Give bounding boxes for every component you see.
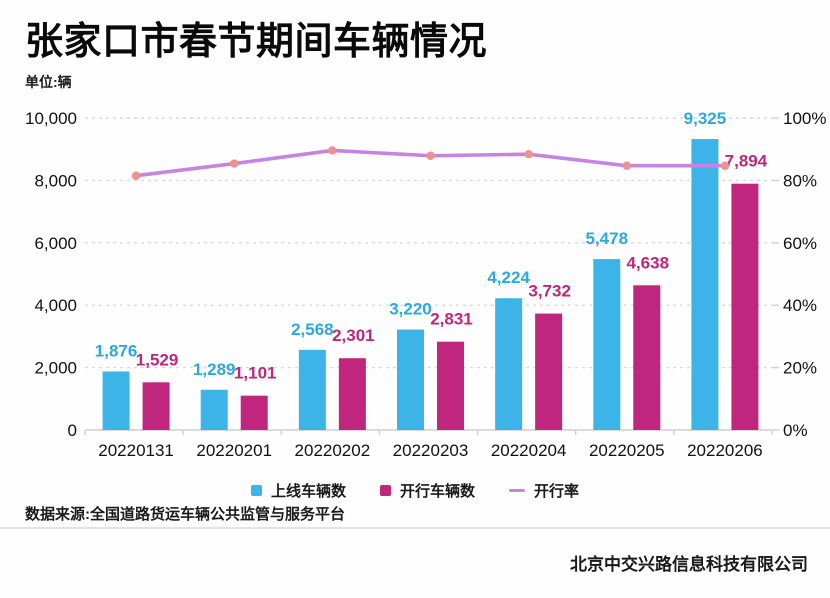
bar-value-label-online: 3,220 xyxy=(389,300,432,319)
legend-item-online-vehicles[interactable]: 上线车辆数 xyxy=(250,480,346,501)
x-category-label: 20220205 xyxy=(589,441,665,460)
x-category-label: 20220204 xyxy=(491,441,567,460)
bar-online-20220131[interactable] xyxy=(102,371,130,430)
chart-legend: 上线车辆数 开行车辆数 开行率 xyxy=(0,480,830,501)
bar-operating-20220205[interactable] xyxy=(633,285,661,430)
y-right-tick-label: 40% xyxy=(783,296,817,315)
legend-label-operating-vehicles: 开行车辆数 xyxy=(399,483,475,500)
bar-line-chart-canvas: 0 0% 2,000 20% 4,000 40% 6,000 60% 8,000 80% 10,00… xyxy=(25,109,826,460)
bar-value-label-operating: 4,638 xyxy=(627,253,670,272)
bar-value-label-operating: 1,101 xyxy=(234,364,277,383)
y-right-tick-label: 100% xyxy=(783,109,826,128)
bar-value-label-online: 5,478 xyxy=(586,229,629,248)
bar-online-20220202[interactable] xyxy=(298,349,326,430)
legend-swatch-blue xyxy=(250,485,262,496)
bar-value-label-online: 9,325 xyxy=(684,109,727,128)
legend-label-operating-rate: 开行率 xyxy=(534,483,580,500)
y-left-tick-label: 2,000 xyxy=(34,359,77,378)
operating-rate-point-20220206[interactable] xyxy=(720,161,730,170)
legend-swatch-magenta xyxy=(379,485,391,496)
operating-rate-point-20220205[interactable] xyxy=(622,161,631,170)
legend-line-swatch-purple xyxy=(509,489,525,492)
operating-rate-point-20220201[interactable] xyxy=(230,159,239,168)
bar-value-label-online: 2,568 xyxy=(291,320,334,339)
bar-online-20220206[interactable] xyxy=(691,139,719,430)
y-left-tick-label: 10,000 xyxy=(25,109,77,128)
bar-operating-20220202[interactable] xyxy=(338,358,366,430)
bar-operating-20220131[interactable] xyxy=(142,382,170,430)
bar-value-label-operating: 1,529 xyxy=(136,350,179,369)
bar-value-label-online: 1,289 xyxy=(193,360,236,379)
legend-item-operating-rate[interactable]: 开行率 xyxy=(509,480,579,501)
footer-divider xyxy=(0,527,830,529)
y-left-tick-label: 6,000 xyxy=(34,234,77,253)
bar-value-label-online: 4,224 xyxy=(487,268,530,287)
bar-value-label-operating: 7,894 xyxy=(725,152,768,171)
bar-online-20220204[interactable] xyxy=(495,298,523,430)
y-left-tick-label: 0 xyxy=(68,421,77,440)
y-right-tick-label: 60% xyxy=(783,234,817,253)
x-category-label: 20220206 xyxy=(687,441,763,460)
bar-operating-20220206[interactable] xyxy=(731,183,759,430)
legend-item-operating-vehicles[interactable]: 开行车辆数 xyxy=(379,480,475,501)
operating-rate-point-20220204[interactable] xyxy=(524,149,533,159)
bar-value-label-online: 1,876 xyxy=(95,341,138,360)
bar-value-label-operating: 3,732 xyxy=(528,282,571,301)
page-title: 张家口市春节期间车辆情况 xyxy=(25,21,488,63)
x-category-label: 20220202 xyxy=(295,441,371,460)
bar-value-label-operating: 2,301 xyxy=(332,326,375,345)
bar-online-20220201[interactable] xyxy=(200,389,228,430)
bar-operating-20220203[interactable] xyxy=(437,341,464,430)
bar-value-label-operating: 2,831 xyxy=(430,310,473,329)
y-left-tick-label: 8,000 xyxy=(34,171,77,190)
bar-online-20220203[interactable] xyxy=(397,329,424,430)
bar-operating-20220204[interactable] xyxy=(535,313,563,430)
y-left-tick-label: 4,000 xyxy=(34,296,77,315)
y-right-tick-label: 0% xyxy=(783,421,808,440)
operating-rate-point-20220131[interactable] xyxy=(131,171,141,180)
y-right-tick-label: 20% xyxy=(783,359,817,378)
x-category-label: 20220203 xyxy=(393,441,469,460)
unit-label: 单位:辆 xyxy=(25,74,72,90)
operating-rate-point-20220202[interactable] xyxy=(328,146,337,155)
legend-label-online-vehicles: 上线车辆数 xyxy=(270,483,346,500)
data-source-note: 数据来源:全国道路货运车辆公共监管与服务平台 xyxy=(25,506,345,523)
bar-operating-20220201[interactable] xyxy=(240,395,268,430)
operating-rate-point-20220203[interactable] xyxy=(426,151,435,160)
x-category-label: 20220131 xyxy=(98,441,174,460)
bar-online-20220205[interactable] xyxy=(593,259,621,430)
chart-area: 0 0% 2,000 20% 4,000 40% 6,000 60% 8,000 80% 10,00… xyxy=(0,95,830,465)
y-right-tick-label: 80% xyxy=(783,171,817,190)
x-category-label: 20220201 xyxy=(196,441,272,460)
company-name: 北京中交兴路信息科技有限公司 xyxy=(570,555,808,574)
